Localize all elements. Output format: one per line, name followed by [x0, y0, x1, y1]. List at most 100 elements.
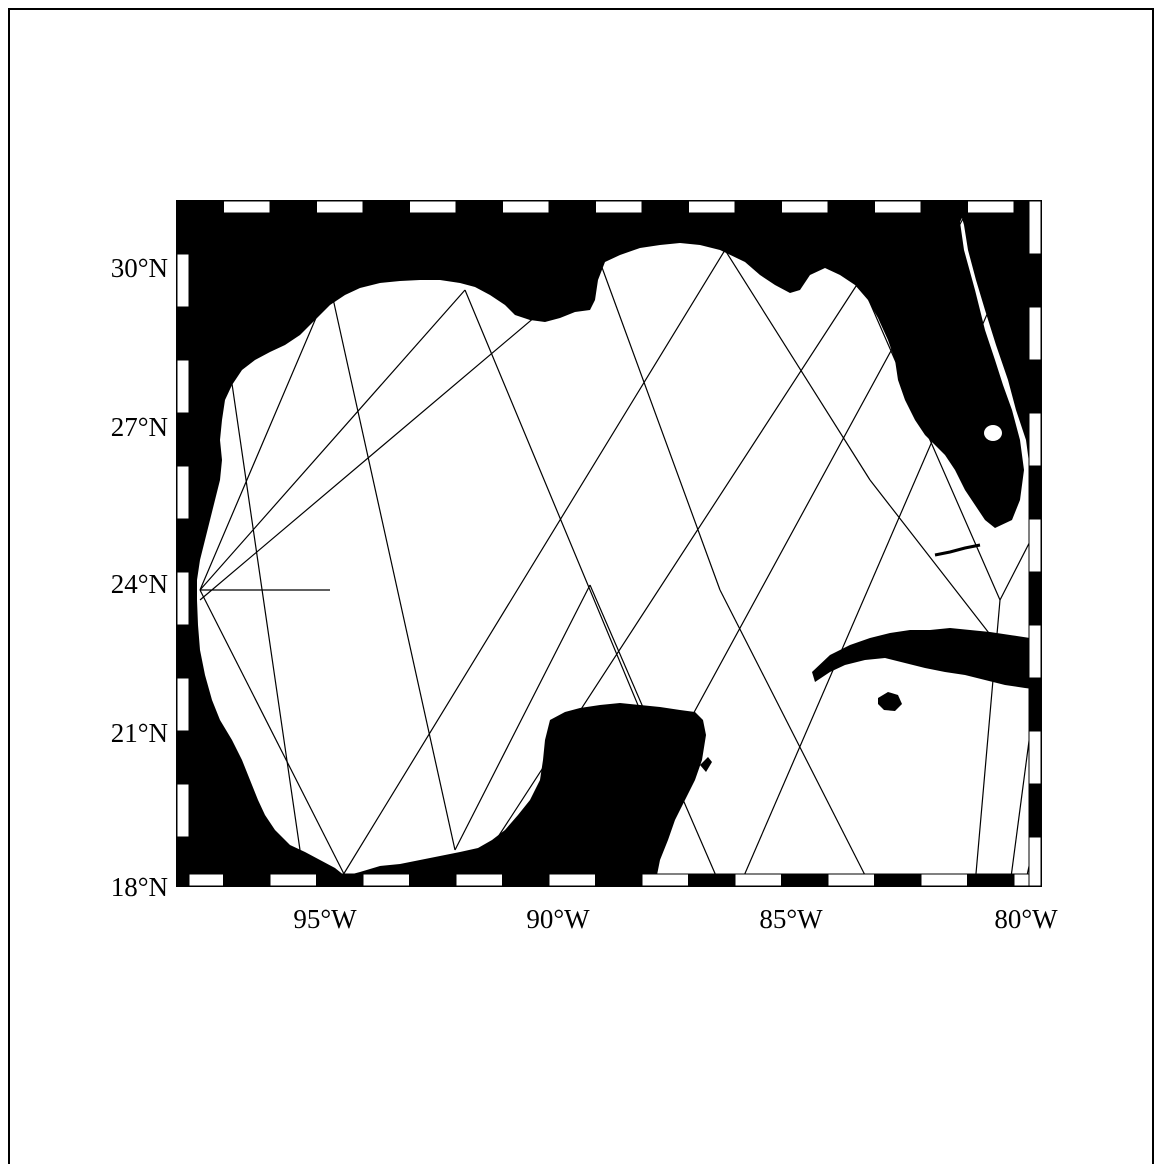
lat-tick-label: 30°N [111, 253, 168, 283]
lat-tick-label: 18°N [111, 872, 168, 902]
border-segment [176, 253, 190, 308]
border-segment [641, 200, 689, 214]
land-cozumel [700, 757, 712, 772]
ground-track [329, 284, 456, 851]
border-segment [1028, 200, 1042, 255]
ground-track [869, 479, 1041, 701]
border-segment [223, 873, 271, 887]
border-segment [920, 200, 968, 214]
border-segment [874, 873, 922, 887]
border-segment [502, 200, 550, 214]
lon-tick-label: 95°W [293, 904, 357, 934]
border-segment [455, 200, 503, 214]
border-segment [734, 873, 782, 887]
border-segment [176, 624, 190, 679]
border-segment [1028, 571, 1042, 626]
border-segment [502, 873, 550, 887]
border-segment [455, 873, 503, 887]
lat-tick-label: 21°N [111, 718, 168, 748]
border-segment [362, 200, 410, 214]
border-segment [1028, 624, 1042, 679]
border-segment [176, 359, 190, 414]
border-segment [316, 873, 364, 887]
border-segment [176, 306, 190, 361]
border-segment [641, 873, 689, 887]
border-segment [734, 200, 782, 214]
ground-track [599, 261, 721, 591]
border-segment [316, 200, 364, 214]
border-segment [176, 836, 190, 887]
land-north-america [177, 201, 1041, 886]
lat-tick-label: 24°N [111, 569, 168, 599]
border-segment [223, 200, 271, 214]
border-segment [595, 873, 643, 887]
ground-track [974, 599, 1001, 886]
lon-tick-label: 85°W [759, 904, 823, 934]
border-segment [176, 677, 190, 732]
map-border-scale [176, 200, 1042, 887]
ground-tracks [199, 214, 1041, 886]
ground-track [229, 369, 301, 851]
lon-tick-label: 90°W [526, 904, 590, 934]
land-cuba [812, 628, 1041, 690]
lon-axis: 95°W 90°W 85°W 80°W [293, 904, 1058, 934]
border-segment [269, 873, 317, 887]
lon-tick-label: 80°W [994, 904, 1058, 934]
border-segment [920, 873, 968, 887]
border-segment [688, 873, 736, 887]
border-segment [1028, 412, 1042, 467]
border-segment [1028, 518, 1042, 573]
border-segment [1028, 359, 1042, 414]
border-segment [688, 200, 736, 214]
ground-track [719, 589, 871, 886]
border-segment [1028, 465, 1042, 520]
border-segment [548, 200, 596, 214]
border-segment [548, 873, 596, 887]
border-segment [176, 571, 190, 626]
border-segment [176, 730, 190, 785]
border-segment [1028, 730, 1042, 785]
border-segment [781, 873, 829, 887]
border-segment [362, 873, 410, 887]
land-isle-of-youth [878, 692, 902, 711]
border-segment [176, 518, 190, 573]
border-segment [409, 873, 457, 887]
border-segment [1028, 306, 1042, 361]
ground-track [199, 289, 466, 591]
ground-track [599, 214, 966, 886]
ground-track [464, 289, 641, 711]
lat-axis: 30°N 27°N 24°N 21°N 18°N [111, 253, 168, 902]
border-segment [595, 200, 643, 214]
border-segment [1028, 836, 1042, 887]
border-segment [967, 873, 1015, 887]
border-segment [1028, 253, 1042, 308]
border-segment [176, 783, 190, 838]
ground-track [964, 214, 1041, 361]
ground-track [589, 584, 721, 886]
border-segment [1028, 783, 1042, 838]
border-segment [409, 200, 457, 214]
ground-track [199, 589, 346, 877]
border-segment [827, 873, 875, 887]
lake-okeechobee [984, 425, 1002, 441]
ground-track [199, 284, 331, 591]
border-segment [176, 465, 190, 520]
ground-track [724, 249, 871, 481]
ground-track [739, 214, 1031, 886]
ground-track [454, 584, 591, 851]
ground-track [199, 261, 601, 601]
border-segment [176, 200, 190, 255]
ground-track [469, 279, 861, 881]
ground-track [859, 279, 1001, 601]
border-segment [874, 200, 922, 214]
border-segment [1028, 677, 1042, 732]
land-florida-keys [934, 543, 981, 557]
border-segment [269, 200, 317, 214]
border-segment [176, 412, 190, 467]
lat-tick-label: 27°N [111, 412, 168, 442]
border-segment [827, 200, 875, 214]
border-segment [781, 200, 829, 214]
border-segment [967, 200, 1015, 214]
ground-track [339, 249, 726, 881]
